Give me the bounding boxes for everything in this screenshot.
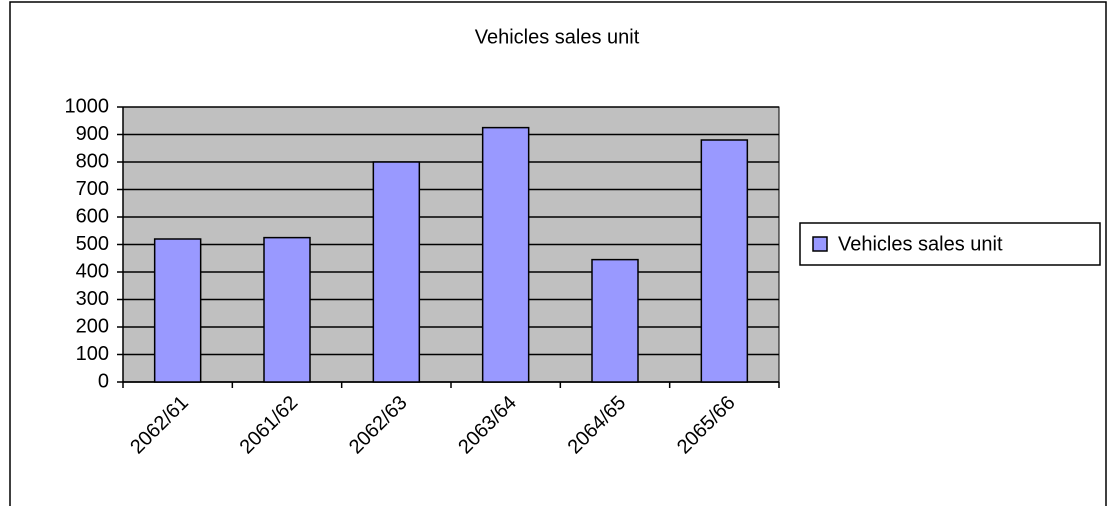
bar <box>372 161 421 383</box>
legend-swatch <box>812 236 828 252</box>
y-tick-label: 600 <box>76 205 109 227</box>
y-tick-label: 0 <box>98 370 109 392</box>
y-tick-label: 900 <box>76 123 109 145</box>
bar <box>153 238 202 383</box>
y-tick-label: 400 <box>76 260 109 282</box>
y-tick-label: 500 <box>76 233 109 255</box>
y-tick-label: 1000 <box>65 95 110 117</box>
y-tick-label: 700 <box>76 178 109 200</box>
bar <box>700 139 749 383</box>
legend-label: Vehicles sales unit <box>838 233 1003 255</box>
y-tick-label: 100 <box>76 343 109 365</box>
bar <box>263 236 311 383</box>
y-tick-label: 200 <box>76 315 109 337</box>
y-tick-label: 300 <box>76 288 109 310</box>
legend-box <box>799 222 1101 266</box>
chart-title: Vehicles sales unit <box>475 26 640 48</box>
bar <box>481 126 530 383</box>
y-tick-label: 800 <box>76 150 109 172</box>
bar <box>591 258 639 383</box>
